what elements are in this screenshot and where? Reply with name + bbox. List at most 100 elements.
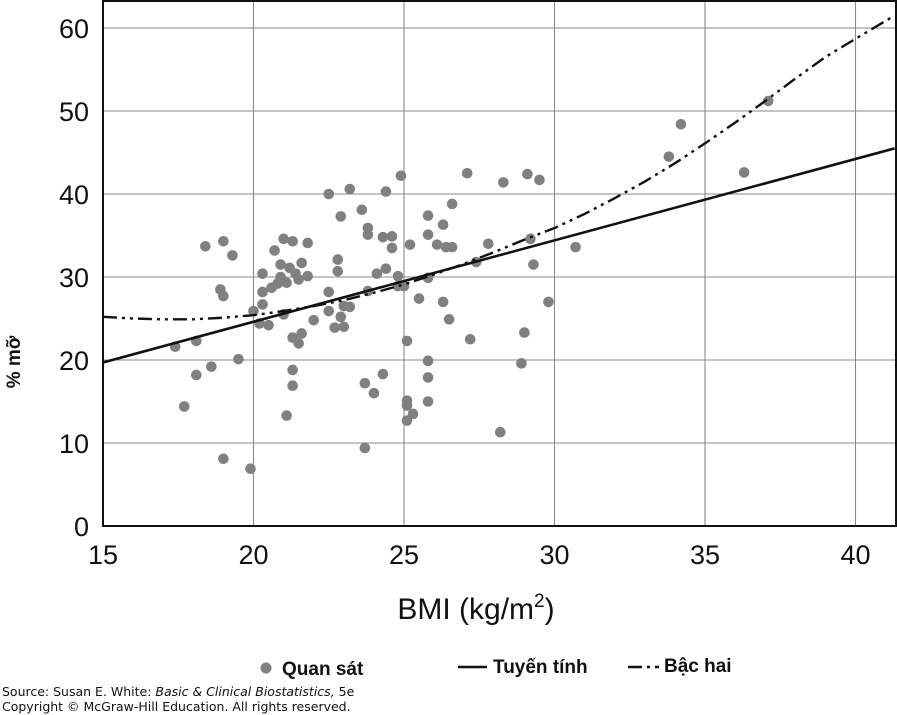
- x-axis-title: BMI (kg/m2): [397, 591, 554, 626]
- grid: [103, 0, 896, 526]
- data-point: [738, 167, 750, 178]
- data-point: [359, 377, 371, 389]
- y-axis-title: % mỡ: [4, 335, 25, 388]
- data-point: [534, 174, 545, 186]
- data-point: [218, 453, 229, 465]
- y-tick-label: 10: [59, 429, 89, 459]
- data-point: [227, 250, 238, 261]
- data-point: [362, 229, 374, 240]
- data-point: [302, 237, 313, 249]
- fit-lines: [103, 14, 896, 364]
- data-point: [296, 328, 307, 339]
- data-point: [344, 183, 356, 195]
- x-tick-label: 30: [539, 540, 569, 570]
- data-point: [464, 333, 476, 345]
- data-point: [522, 168, 533, 180]
- data-point: [422, 396, 434, 407]
- data-point: [296, 257, 307, 269]
- data-points: [169, 95, 774, 475]
- data-point: [278, 233, 289, 245]
- data-point: [245, 463, 256, 475]
- data-point: [257, 268, 268, 279]
- data-point: [543, 296, 554, 308]
- data-point: [377, 231, 389, 243]
- data-point: [482, 238, 494, 250]
- data-point: [422, 210, 434, 221]
- data-point: [344, 301, 356, 313]
- x-tick-label: 20: [238, 540, 268, 570]
- data-point: [762, 95, 774, 107]
- legend-linear-label: Tuyến tính: [493, 657, 588, 678]
- data-point: [392, 270, 404, 282]
- data-point: [422, 229, 434, 240]
- data-point: [422, 355, 434, 367]
- data-point: [281, 410, 292, 421]
- data-point: [257, 299, 268, 310]
- data-point: [663, 151, 675, 162]
- data-point: [525, 233, 536, 245]
- data-point: [178, 401, 190, 412]
- data-point: [368, 387, 380, 399]
- x-axis-title-main: BMI (kg/m: [397, 593, 534, 626]
- data-point: [404, 239, 416, 250]
- legend: Quan sát Tuyến tính Bậc hai: [260, 656, 732, 680]
- data-point: [675, 118, 687, 130]
- source-edition: 5e: [334, 684, 355, 699]
- legend-quadratic-label: Bậc hai: [664, 656, 732, 677]
- data-point: [269, 245, 280, 256]
- source-line: Source: Susan E. White: Basic & Clinical…: [2, 684, 354, 699]
- data-point: [371, 268, 383, 279]
- data-point: [293, 274, 304, 285]
- data-point: [287, 364, 298, 376]
- data-point: [335, 211, 347, 222]
- y-tick-label: 30: [59, 263, 89, 293]
- x-axis-title-close: ): [545, 593, 555, 626]
- data-point: [338, 321, 350, 333]
- data-point: [431, 239, 443, 250]
- data-point: [401, 335, 413, 347]
- data-point: [359, 442, 371, 454]
- y-tick-labels: 0 10 20 30 40 50 60: [59, 14, 89, 542]
- data-point: [329, 322, 341, 333]
- data-point: [528, 259, 539, 270]
- data-point: [407, 408, 419, 420]
- legend-observed-label: Quan sát: [282, 659, 364, 680]
- data-point: [293, 338, 304, 349]
- x-tick-label: 15: [88, 540, 118, 570]
- data-point: [380, 186, 392, 197]
- x-tick-label: 25: [389, 540, 419, 570]
- data-point: [446, 241, 458, 253]
- source-note: Source: Susan E. White: Basic & Clinical…: [2, 684, 354, 714]
- data-point: [446, 198, 458, 210]
- data-point: [356, 204, 368, 216]
- data-point: [275, 259, 286, 270]
- data-point: [302, 270, 313, 282]
- data-point: [287, 380, 298, 392]
- y-tick-label: 20: [59, 346, 89, 376]
- y-tick-label: 60: [59, 14, 89, 44]
- source-prefix: Source: Susan E. White:: [2, 684, 156, 699]
- data-point: [218, 236, 229, 247]
- x-tick-label: 35: [690, 540, 720, 570]
- data-point: [191, 369, 202, 381]
- data-point: [218, 290, 229, 302]
- data-point: [386, 231, 398, 242]
- data-point: [200, 240, 211, 252]
- data-point: [386, 242, 398, 254]
- data-point: [422, 372, 434, 383]
- data-point: [335, 311, 347, 323]
- data-point: [495, 426, 506, 438]
- y-tick-label: 50: [59, 97, 89, 127]
- data-point: [257, 286, 268, 298]
- data-point: [570, 241, 581, 253]
- quadratic-fit-line: [103, 14, 896, 321]
- linear-fit-line: [103, 147, 895, 364]
- data-point: [332, 254, 344, 265]
- copyright-line: Copyright © McGraw-Hill Education. All r…: [2, 699, 351, 714]
- data-point: [281, 277, 292, 289]
- y-tick-label: 0: [74, 512, 89, 542]
- data-point: [332, 265, 344, 277]
- data-point: [233, 353, 244, 365]
- data-point: [519, 327, 530, 338]
